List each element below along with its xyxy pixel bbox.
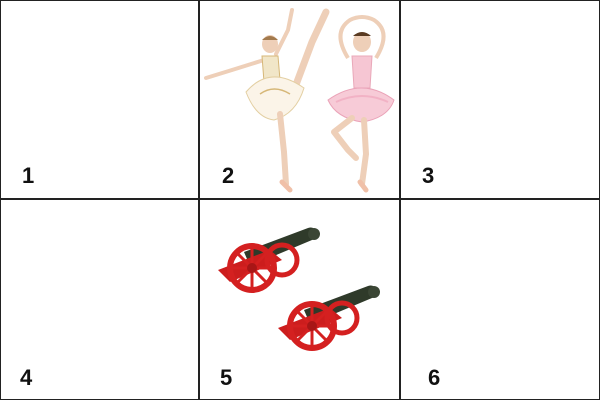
cell-number-5: 5 — [220, 365, 233, 390]
cannon-top — [218, 227, 320, 293]
grid-cell-1[interactable] — [0, 0, 200, 200]
grid-cell-3[interactable] — [400, 0, 600, 200]
cannons-image — [218, 227, 380, 351]
grid-cell-4[interactable] — [0, 200, 200, 400]
grid-divider-horizontal — [0, 198, 600, 200]
grid-divider-vertical — [399, 0, 401, 400]
ballerinas-image — [204, 8, 395, 193]
cell-number-1: 1 — [22, 163, 35, 188]
grid-divider-vertical — [198, 0, 200, 400]
cell-number-3: 3 — [422, 163, 435, 188]
cell-number-6: 6 — [428, 365, 441, 390]
cell-number-4: 4 — [20, 365, 33, 390]
ballerina-left — [204, 8, 330, 193]
cannon-bottom — [278, 285, 380, 351]
ballerina-right — [327, 15, 395, 193]
cell-number-2: 2 — [222, 163, 235, 188]
grid-cell-6[interactable] — [400, 200, 600, 400]
